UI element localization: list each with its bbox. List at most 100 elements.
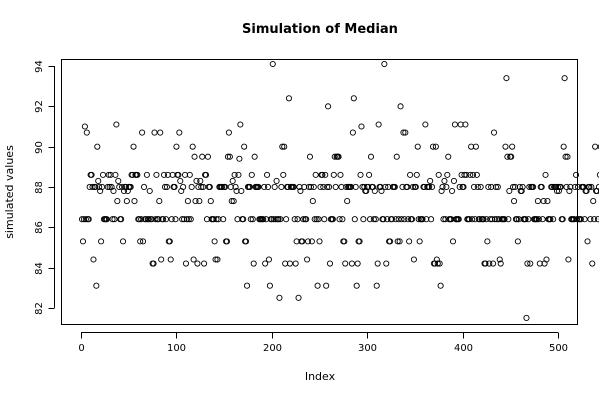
data-point xyxy=(110,187,117,195)
data-point xyxy=(353,282,360,289)
data-point xyxy=(535,216,542,223)
data-point xyxy=(237,121,244,128)
data-point xyxy=(371,187,378,195)
data-point xyxy=(286,260,293,267)
data-point xyxy=(401,216,408,223)
data-point xyxy=(549,183,556,191)
data-point xyxy=(177,177,184,184)
data-point xyxy=(277,216,284,223)
data-point xyxy=(522,216,529,223)
data-point xyxy=(435,171,442,178)
data-point xyxy=(490,129,498,136)
data-point xyxy=(229,177,236,184)
data-point xyxy=(538,183,545,191)
data-point xyxy=(485,183,492,191)
data-point xyxy=(524,260,531,267)
data-point xyxy=(294,216,301,223)
data-point xyxy=(367,153,375,160)
data-point xyxy=(581,216,588,223)
data-point xyxy=(329,216,336,223)
data-point xyxy=(331,153,338,160)
data-point xyxy=(139,129,146,136)
data-point xyxy=(140,183,148,191)
data-point xyxy=(494,183,501,191)
data-point xyxy=(78,216,86,223)
data-point xyxy=(588,183,595,191)
x-tick-label: 300 xyxy=(358,343,377,354)
data-point xyxy=(103,216,110,223)
data-point xyxy=(330,171,337,178)
data-point xyxy=(428,183,436,191)
data-point xyxy=(81,123,88,130)
data-point xyxy=(317,183,324,191)
data-point xyxy=(157,129,164,136)
data-point xyxy=(565,256,572,263)
data-point xyxy=(146,187,153,195)
x-tick-label: 400 xyxy=(454,343,473,354)
data-point xyxy=(416,238,423,245)
data-point xyxy=(432,143,439,150)
data-point xyxy=(514,238,521,245)
data-point xyxy=(319,171,326,178)
y-tick-label: 86 xyxy=(34,221,45,234)
data-point xyxy=(262,260,269,267)
data-point xyxy=(508,153,515,160)
data-point xyxy=(472,143,479,150)
data-point xyxy=(502,143,509,150)
data-point xyxy=(596,171,599,178)
data-point xyxy=(486,260,493,267)
data-point xyxy=(279,143,286,150)
data-point xyxy=(449,238,457,245)
data-point xyxy=(240,216,247,223)
data-point xyxy=(161,183,169,191)
data-point xyxy=(572,183,579,191)
data-point xyxy=(320,183,327,191)
x-axis: 0 100 200 300 400 500 xyxy=(78,332,568,354)
data-point xyxy=(89,183,96,191)
data-point xyxy=(213,216,220,223)
data-point xyxy=(378,187,385,195)
data-point xyxy=(207,198,214,205)
data-point xyxy=(168,216,175,223)
data-point xyxy=(260,216,267,223)
data-point xyxy=(190,256,197,263)
data-point xyxy=(429,143,437,150)
data-point xyxy=(197,177,204,184)
y-axis-label: simulated values xyxy=(3,145,16,239)
data-point xyxy=(560,143,567,150)
data-point xyxy=(275,216,282,223)
data-point xyxy=(562,153,569,160)
data-point xyxy=(104,183,111,191)
data-point xyxy=(496,256,503,263)
data-point xyxy=(313,216,320,223)
data-point xyxy=(503,75,510,82)
data-point xyxy=(308,238,315,245)
data-point xyxy=(466,216,473,223)
data-point xyxy=(96,183,103,191)
data-point xyxy=(477,183,484,191)
data-point xyxy=(351,216,358,223)
data-point xyxy=(577,216,584,223)
data-point xyxy=(461,171,468,178)
data-point xyxy=(264,183,272,191)
data-point xyxy=(325,103,332,110)
data-point xyxy=(187,216,194,223)
data-point xyxy=(523,314,530,322)
data-point xyxy=(590,198,597,205)
data-point xyxy=(554,183,561,191)
data-point xyxy=(534,198,541,205)
data-point xyxy=(134,171,141,178)
data-point xyxy=(305,238,312,245)
data-point xyxy=(145,216,152,223)
data-point xyxy=(202,171,210,178)
data-point xyxy=(255,183,262,191)
data-point xyxy=(374,260,381,267)
data-point xyxy=(304,256,311,263)
data-point xyxy=(105,171,112,178)
data-point xyxy=(116,183,123,191)
data-point xyxy=(540,198,547,205)
data-point xyxy=(191,153,198,160)
data-point xyxy=(206,183,213,191)
data-point xyxy=(82,216,89,223)
